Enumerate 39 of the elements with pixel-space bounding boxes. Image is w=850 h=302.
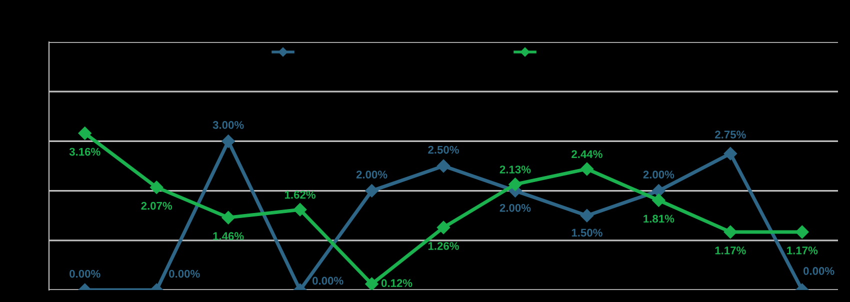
point (222, 134, 235, 148)
point (580, 162, 594, 176)
point (724, 147, 737, 160)
data-label: 3.00% (212, 121, 244, 129)
data-label: 0.00% (169, 270, 200, 278)
point (222, 210, 235, 224)
data-label: 2.07% (141, 202, 172, 210)
data-label: 1.17% (787, 246, 818, 254)
data-label: 0.00% (70, 270, 100, 278)
data-label: 1.17% (715, 246, 746, 254)
point (150, 180, 164, 194)
data-label: 1.26% (428, 242, 459, 250)
data-label: 0.12% (381, 279, 412, 288)
data-label: 3.16% (69, 148, 100, 156)
data-label: 2.50% (428, 146, 459, 154)
point (436, 220, 450, 234)
data-label: 2.00% (500, 204, 531, 212)
point (436, 159, 450, 173)
data-label: 1.50% (572, 228, 602, 237)
point (365, 277, 378, 290)
point (724, 225, 737, 239)
data-label: 0.00% (312, 276, 344, 285)
point (796, 225, 809, 239)
point (293, 203, 307, 216)
point (508, 178, 522, 191)
data-label: 1.46% (213, 232, 244, 240)
data-label: 2.13% (500, 166, 531, 174)
point (652, 184, 666, 198)
data-label: 2.00% (643, 170, 674, 179)
data-label: 1.62% (284, 190, 316, 199)
data-label: 1.81% (644, 214, 674, 223)
point (580, 209, 594, 222)
data-label: 2.44% (572, 150, 602, 158)
data-label: 0.00% (803, 267, 834, 275)
point (365, 184, 378, 198)
point (78, 126, 92, 140)
point (652, 194, 666, 207)
data-label: 2.00% (356, 170, 388, 179)
data-label: 2.75% (715, 130, 746, 139)
